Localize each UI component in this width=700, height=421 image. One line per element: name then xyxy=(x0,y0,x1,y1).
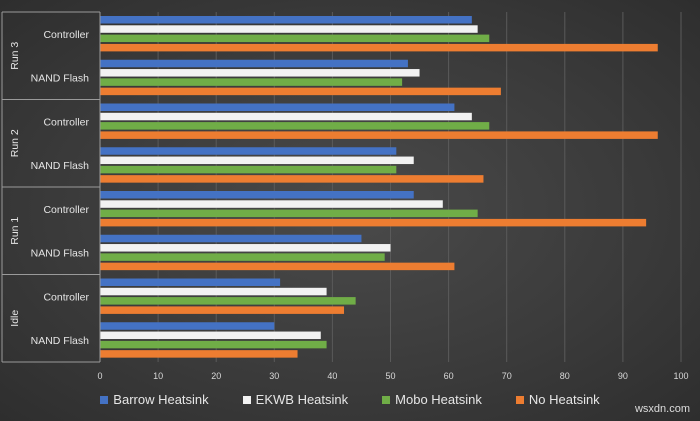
group-label: Run 3 xyxy=(9,42,21,70)
category-label: NAND Flash xyxy=(31,73,90,85)
bar xyxy=(100,103,455,111)
legend-label: Barrow Heatsink xyxy=(113,392,209,407)
category-label: NAND Flash xyxy=(31,248,90,260)
bar xyxy=(100,278,281,286)
category-label: NAND Flash xyxy=(31,160,90,172)
bar xyxy=(100,87,501,96)
bar xyxy=(100,34,490,43)
x-tick-label: 30 xyxy=(269,371,279,381)
legend-swatch xyxy=(515,395,524,404)
category-label: NAND Flash xyxy=(31,335,90,347)
legend-label: No Heatsink xyxy=(528,392,600,407)
bar xyxy=(100,244,391,252)
legend-item: Mobo Heatsink xyxy=(382,392,482,407)
x-tick-label: 20 xyxy=(211,371,221,381)
legend-swatch xyxy=(382,395,391,404)
bar xyxy=(100,297,356,305)
bar xyxy=(100,122,490,130)
bar xyxy=(100,131,658,139)
legend: Barrow Heatsink EKWB Heatsink Mobo Heatsin… xyxy=(0,392,700,407)
group-label: Run 2 xyxy=(9,129,21,157)
group-label: Idle xyxy=(9,310,21,327)
bar xyxy=(100,69,420,77)
category-label: Controller xyxy=(43,29,89,41)
bar xyxy=(100,25,478,33)
bar xyxy=(100,112,472,121)
bar xyxy=(100,218,647,227)
x-tick-label: 0 xyxy=(97,371,102,381)
x-tick-label: 10 xyxy=(153,371,163,381)
bar xyxy=(100,350,298,358)
x-tick-label: 50 xyxy=(385,371,395,381)
legend-item: Barrow Heatsink xyxy=(100,392,209,407)
x-tick-label: 100 xyxy=(673,371,688,381)
legend-swatch xyxy=(100,395,109,404)
legend-swatch xyxy=(242,395,251,404)
x-tick-label: 60 xyxy=(444,371,454,381)
bar xyxy=(100,209,478,218)
x-tick-label: 90 xyxy=(618,371,628,381)
bar xyxy=(100,175,484,183)
watermark: wsxdn.com xyxy=(634,403,690,415)
category-label: Controller xyxy=(43,204,89,216)
bar xyxy=(100,306,345,314)
bar xyxy=(100,147,397,155)
bar xyxy=(100,331,321,340)
bar xyxy=(100,340,327,349)
legend-label: Mobo Heatsink xyxy=(395,392,482,407)
legend-item: EKWB Heatsink xyxy=(242,392,349,407)
legend-label: EKWB Heatsink xyxy=(255,392,349,407)
x-tick-label: 40 xyxy=(327,371,337,381)
bar xyxy=(100,253,385,261)
bar xyxy=(100,191,414,199)
bar xyxy=(100,322,275,330)
bar xyxy=(100,59,408,68)
bar xyxy=(100,262,455,271)
legend-item: No Heatsink xyxy=(515,392,600,407)
group-label: Run 1 xyxy=(9,217,21,245)
bar xyxy=(100,78,403,86)
category-label: Controller xyxy=(43,291,89,303)
bar xyxy=(100,165,397,174)
category-label: Controller xyxy=(43,116,89,128)
bar xyxy=(100,16,472,24)
bar xyxy=(100,234,362,243)
x-tick-label: 70 xyxy=(502,371,512,381)
bar xyxy=(100,200,443,208)
bar xyxy=(100,287,327,296)
x-tick-label: 80 xyxy=(560,371,570,381)
bar xyxy=(100,156,414,165)
bar xyxy=(100,43,658,52)
